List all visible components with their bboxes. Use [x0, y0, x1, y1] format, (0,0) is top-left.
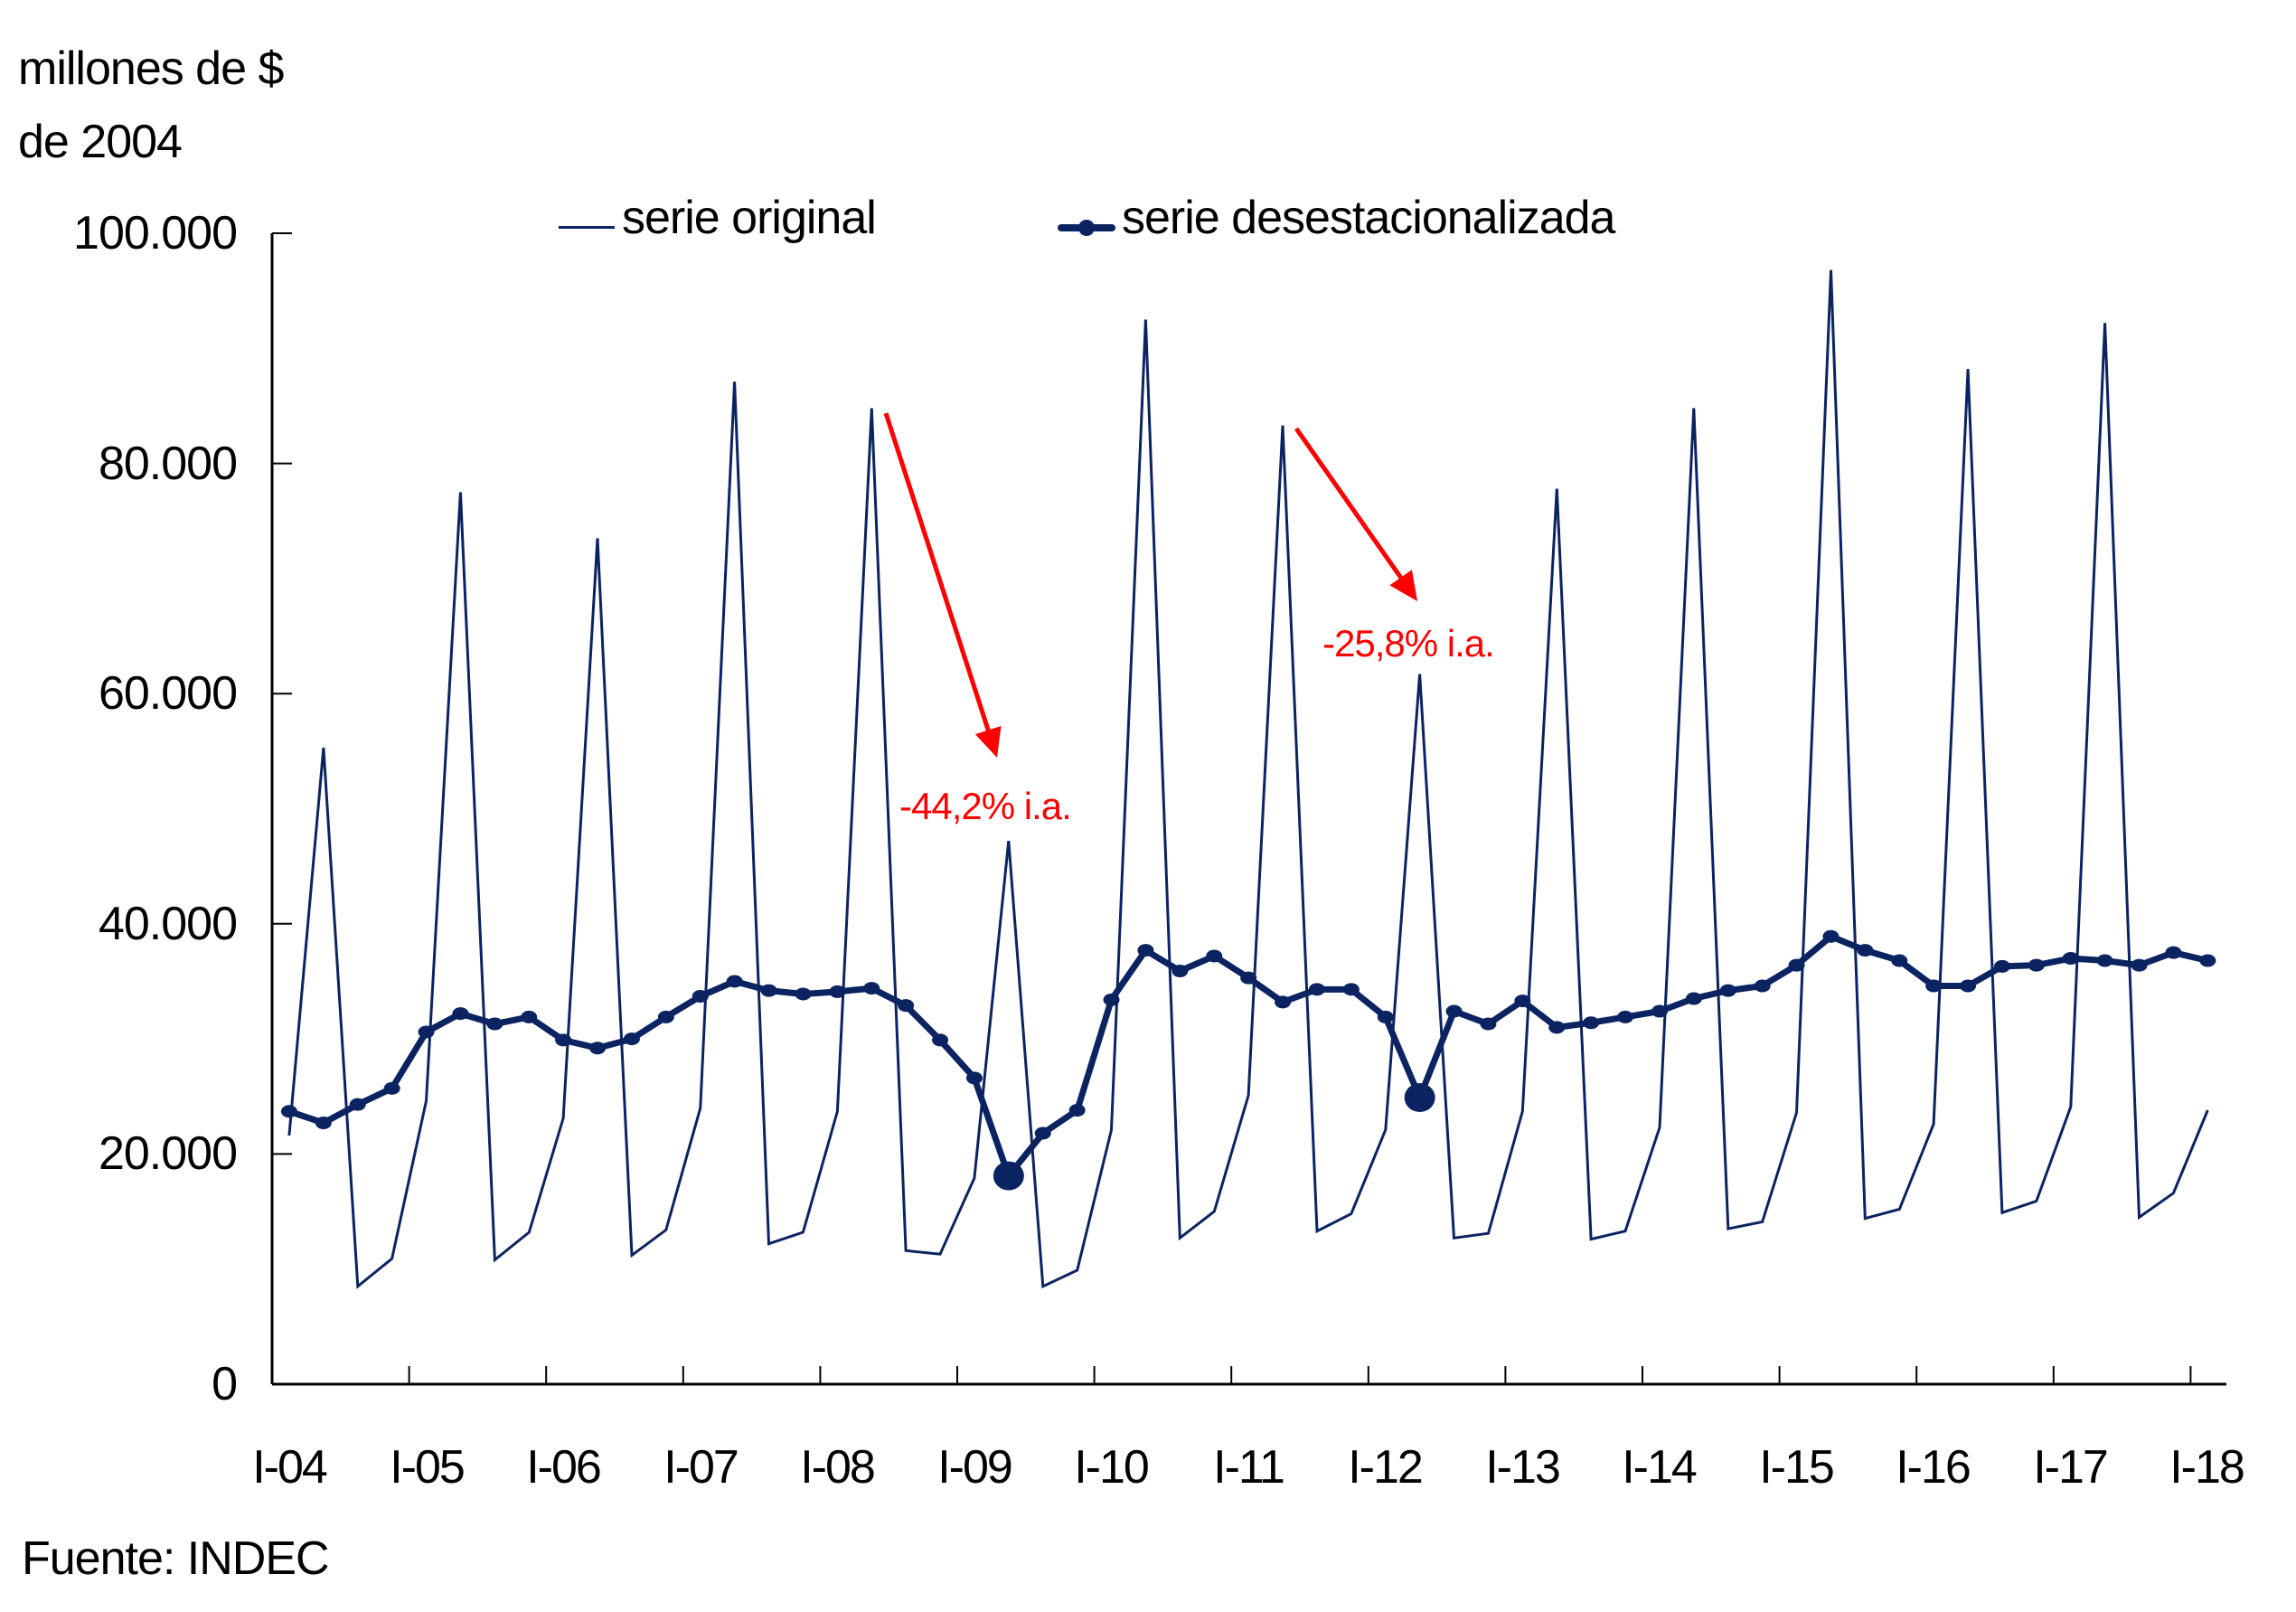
- source-note: Fuente: INDEC: [22, 1532, 330, 1585]
- x-tick-label: I-18: [2169, 1441, 2245, 1494]
- y-axis-title-line1: millones de $: [18, 42, 284, 95]
- x-tick-label: I-11: [1213, 1441, 1285, 1494]
- x-tick-label: I-09: [937, 1441, 1013, 1494]
- y-axis-title-line2: de 2004: [18, 116, 183, 168]
- annotation-2012-drop: -25,8% i.a.: [1322, 622, 1495, 665]
- series-deseasonalized-markers: [280, 929, 2216, 1191]
- x-tick-label: I-05: [390, 1441, 466, 1494]
- y-tick-label: 100.000: [73, 207, 238, 259]
- y-tick-label: 0: [212, 1358, 238, 1410]
- x-tick-label: I-17: [2033, 1441, 2109, 1494]
- x-tick-label: I-13: [1485, 1441, 1561, 1494]
- annotation-2009-drop: -44,2% i.a.: [899, 785, 1072, 827]
- y-tick-label: 20.000: [98, 1127, 238, 1180]
- x-tick-label: I-15: [1759, 1441, 1835, 1494]
- x-tick-label: I-04: [252, 1441, 328, 1494]
- annotation-arrows: [883, 412, 1417, 758]
- x-tick-label: I-12: [1348, 1441, 1424, 1494]
- x-tick-label: I-08: [800, 1441, 876, 1494]
- x-tick-label: I-14: [1622, 1441, 1698, 1494]
- series-original-line: [287, 269, 2209, 1289]
- legend-marker-icon: [1078, 220, 1095, 236]
- legend-label-original: serie original: [622, 192, 877, 244]
- y-tick-label: 40.000: [98, 898, 238, 950]
- x-tick-label: I-16: [1896, 1441, 1971, 1494]
- x-tick-label: I-06: [526, 1441, 602, 1494]
- legend-swatch-original: [559, 226, 615, 229]
- x-tick-label: I-10: [1074, 1441, 1150, 1494]
- y-tick-label: 60.000: [98, 667, 238, 720]
- y-tick-label: 80.000: [98, 438, 238, 490]
- x-tick-label: I-07: [663, 1441, 739, 1494]
- legend-label-deseasonalized: serie desestacionalizada: [1122, 192, 1615, 244]
- axes: [270, 232, 2226, 1386]
